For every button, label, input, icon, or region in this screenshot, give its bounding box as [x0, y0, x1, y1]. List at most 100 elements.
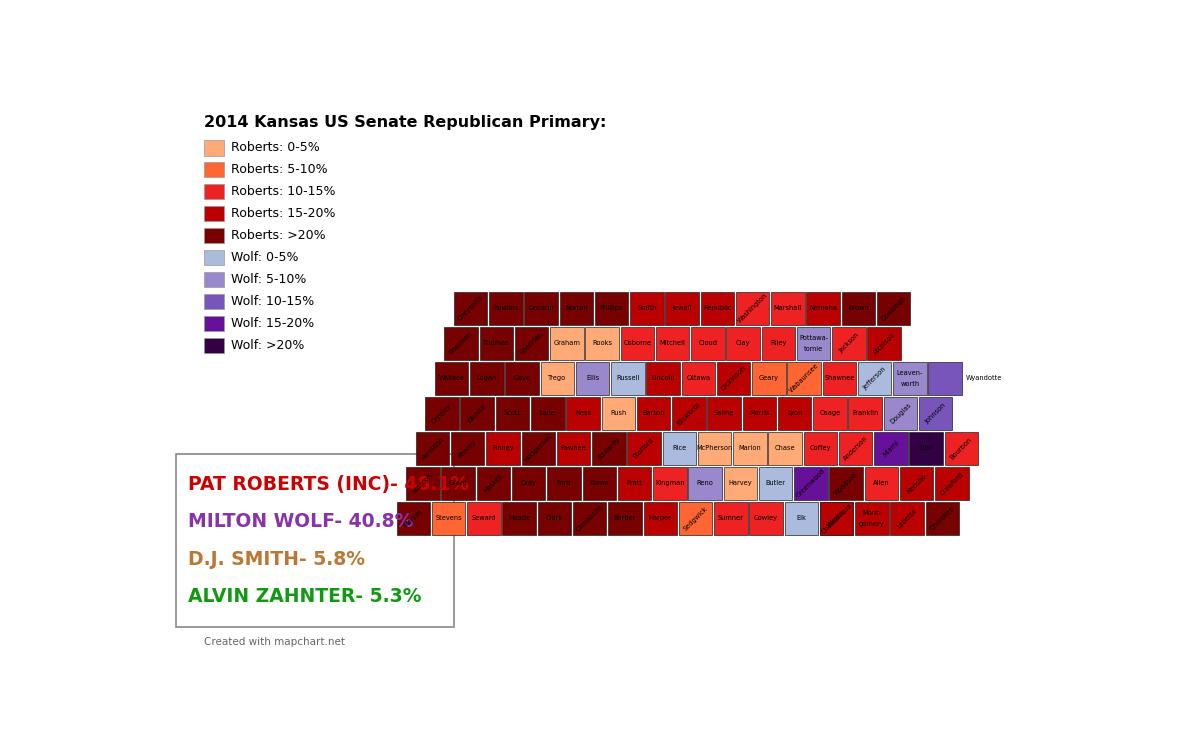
- Bar: [858, 362, 892, 395]
- Bar: [476, 466, 510, 500]
- Bar: [592, 432, 625, 465]
- Text: Clark: Clark: [546, 516, 563, 522]
- Text: gomery: gomery: [859, 521, 884, 527]
- Text: Lincoln: Lincoln: [652, 375, 674, 382]
- Text: Kingman: Kingman: [655, 481, 684, 487]
- Text: Roberts: >20%: Roberts: >20%: [232, 229, 326, 242]
- Bar: [204, 338, 223, 353]
- Text: Comanche: Comanche: [575, 504, 605, 533]
- Text: Phillips: Phillips: [600, 305, 623, 311]
- Text: Decatur: Decatur: [528, 305, 554, 311]
- Bar: [797, 327, 830, 360]
- Bar: [679, 501, 713, 535]
- Bar: [890, 501, 924, 535]
- Bar: [451, 432, 485, 465]
- Text: Grant: Grant: [449, 481, 468, 487]
- Bar: [925, 501, 959, 535]
- Text: D.J. SMITH- 5.8%: D.J. SMITH- 5.8%: [188, 550, 365, 569]
- Text: Johnson: Johnson: [924, 402, 947, 425]
- Text: Cloud: Cloud: [698, 340, 718, 346]
- Text: Republic: Republic: [703, 305, 732, 311]
- Bar: [524, 292, 558, 325]
- Text: Coffey: Coffey: [810, 446, 832, 452]
- Text: Morris: Morris: [749, 411, 769, 417]
- Text: Harper: Harper: [649, 516, 672, 522]
- Bar: [611, 362, 644, 395]
- Text: Logan: Logan: [476, 375, 497, 382]
- Text: Neosho: Neosho: [906, 472, 928, 495]
- Text: Clay: Clay: [736, 340, 750, 346]
- Bar: [547, 466, 581, 500]
- Bar: [582, 466, 616, 500]
- Text: Elk: Elk: [797, 516, 806, 522]
- Bar: [698, 432, 731, 465]
- Text: Meade: Meade: [508, 516, 530, 522]
- Text: Miami: Miami: [882, 439, 900, 458]
- Text: Kiowa: Kiowa: [589, 481, 610, 487]
- Bar: [785, 501, 818, 535]
- Text: Roberts: 0-5%: Roberts: 0-5%: [232, 141, 320, 154]
- Bar: [752, 362, 786, 395]
- Bar: [480, 327, 514, 360]
- Bar: [454, 292, 487, 325]
- Bar: [762, 327, 796, 360]
- Bar: [618, 466, 652, 500]
- Bar: [804, 432, 838, 465]
- Bar: [576, 362, 610, 395]
- Bar: [204, 206, 223, 221]
- Bar: [778, 397, 811, 430]
- Bar: [787, 362, 821, 395]
- Bar: [512, 466, 546, 500]
- Bar: [900, 466, 934, 500]
- Bar: [496, 397, 529, 430]
- Text: McPherson: McPherson: [696, 446, 733, 452]
- Bar: [689, 466, 721, 500]
- Text: Labette: Labette: [896, 507, 918, 530]
- Text: Scott: Scott: [504, 411, 521, 417]
- Bar: [406, 466, 439, 500]
- Text: Ness: Ness: [575, 411, 592, 417]
- Text: Saline: Saline: [714, 411, 734, 417]
- Bar: [665, 292, 698, 325]
- Text: Mitchell: Mitchell: [660, 340, 685, 346]
- Bar: [608, 501, 642, 535]
- Bar: [919, 397, 953, 430]
- Bar: [557, 432, 590, 465]
- Text: Jefferson: Jefferson: [862, 366, 887, 391]
- Bar: [724, 466, 757, 500]
- Text: Butler: Butler: [766, 481, 786, 487]
- Bar: [505, 362, 539, 395]
- Text: Sumner: Sumner: [718, 516, 744, 522]
- Bar: [204, 294, 223, 309]
- Bar: [572, 501, 606, 535]
- Bar: [716, 362, 750, 395]
- Bar: [929, 362, 962, 395]
- Text: Reno: Reno: [697, 481, 714, 487]
- Text: Greenwood: Greenwood: [796, 468, 827, 499]
- Text: Leaven-: Leaven-: [896, 370, 923, 376]
- Text: Wilson: Wilson: [827, 509, 846, 528]
- Bar: [595, 292, 629, 325]
- Text: Rush: Rush: [610, 411, 626, 417]
- Text: Roberts: 5-10%: Roberts: 5-10%: [232, 163, 328, 176]
- Text: Sherman: Sherman: [449, 330, 474, 356]
- Bar: [559, 292, 593, 325]
- Bar: [839, 432, 872, 465]
- Text: Thomas: Thomas: [482, 340, 510, 346]
- Text: Wabaunsee: Wabaunsee: [788, 362, 820, 394]
- Text: Riley: Riley: [770, 340, 786, 346]
- Text: Norton: Norton: [565, 305, 588, 311]
- Text: Doniphan: Doniphan: [881, 295, 907, 321]
- Bar: [772, 292, 805, 325]
- Bar: [540, 362, 574, 395]
- Text: Washington: Washington: [737, 292, 769, 324]
- Text: Douglas: Douglas: [889, 402, 912, 425]
- Text: Brown: Brown: [848, 305, 869, 311]
- Bar: [726, 327, 760, 360]
- Bar: [794, 466, 828, 500]
- Bar: [628, 432, 661, 465]
- Bar: [672, 397, 706, 430]
- Text: Osborne: Osborne: [623, 340, 652, 346]
- Bar: [444, 327, 478, 360]
- Bar: [814, 397, 847, 430]
